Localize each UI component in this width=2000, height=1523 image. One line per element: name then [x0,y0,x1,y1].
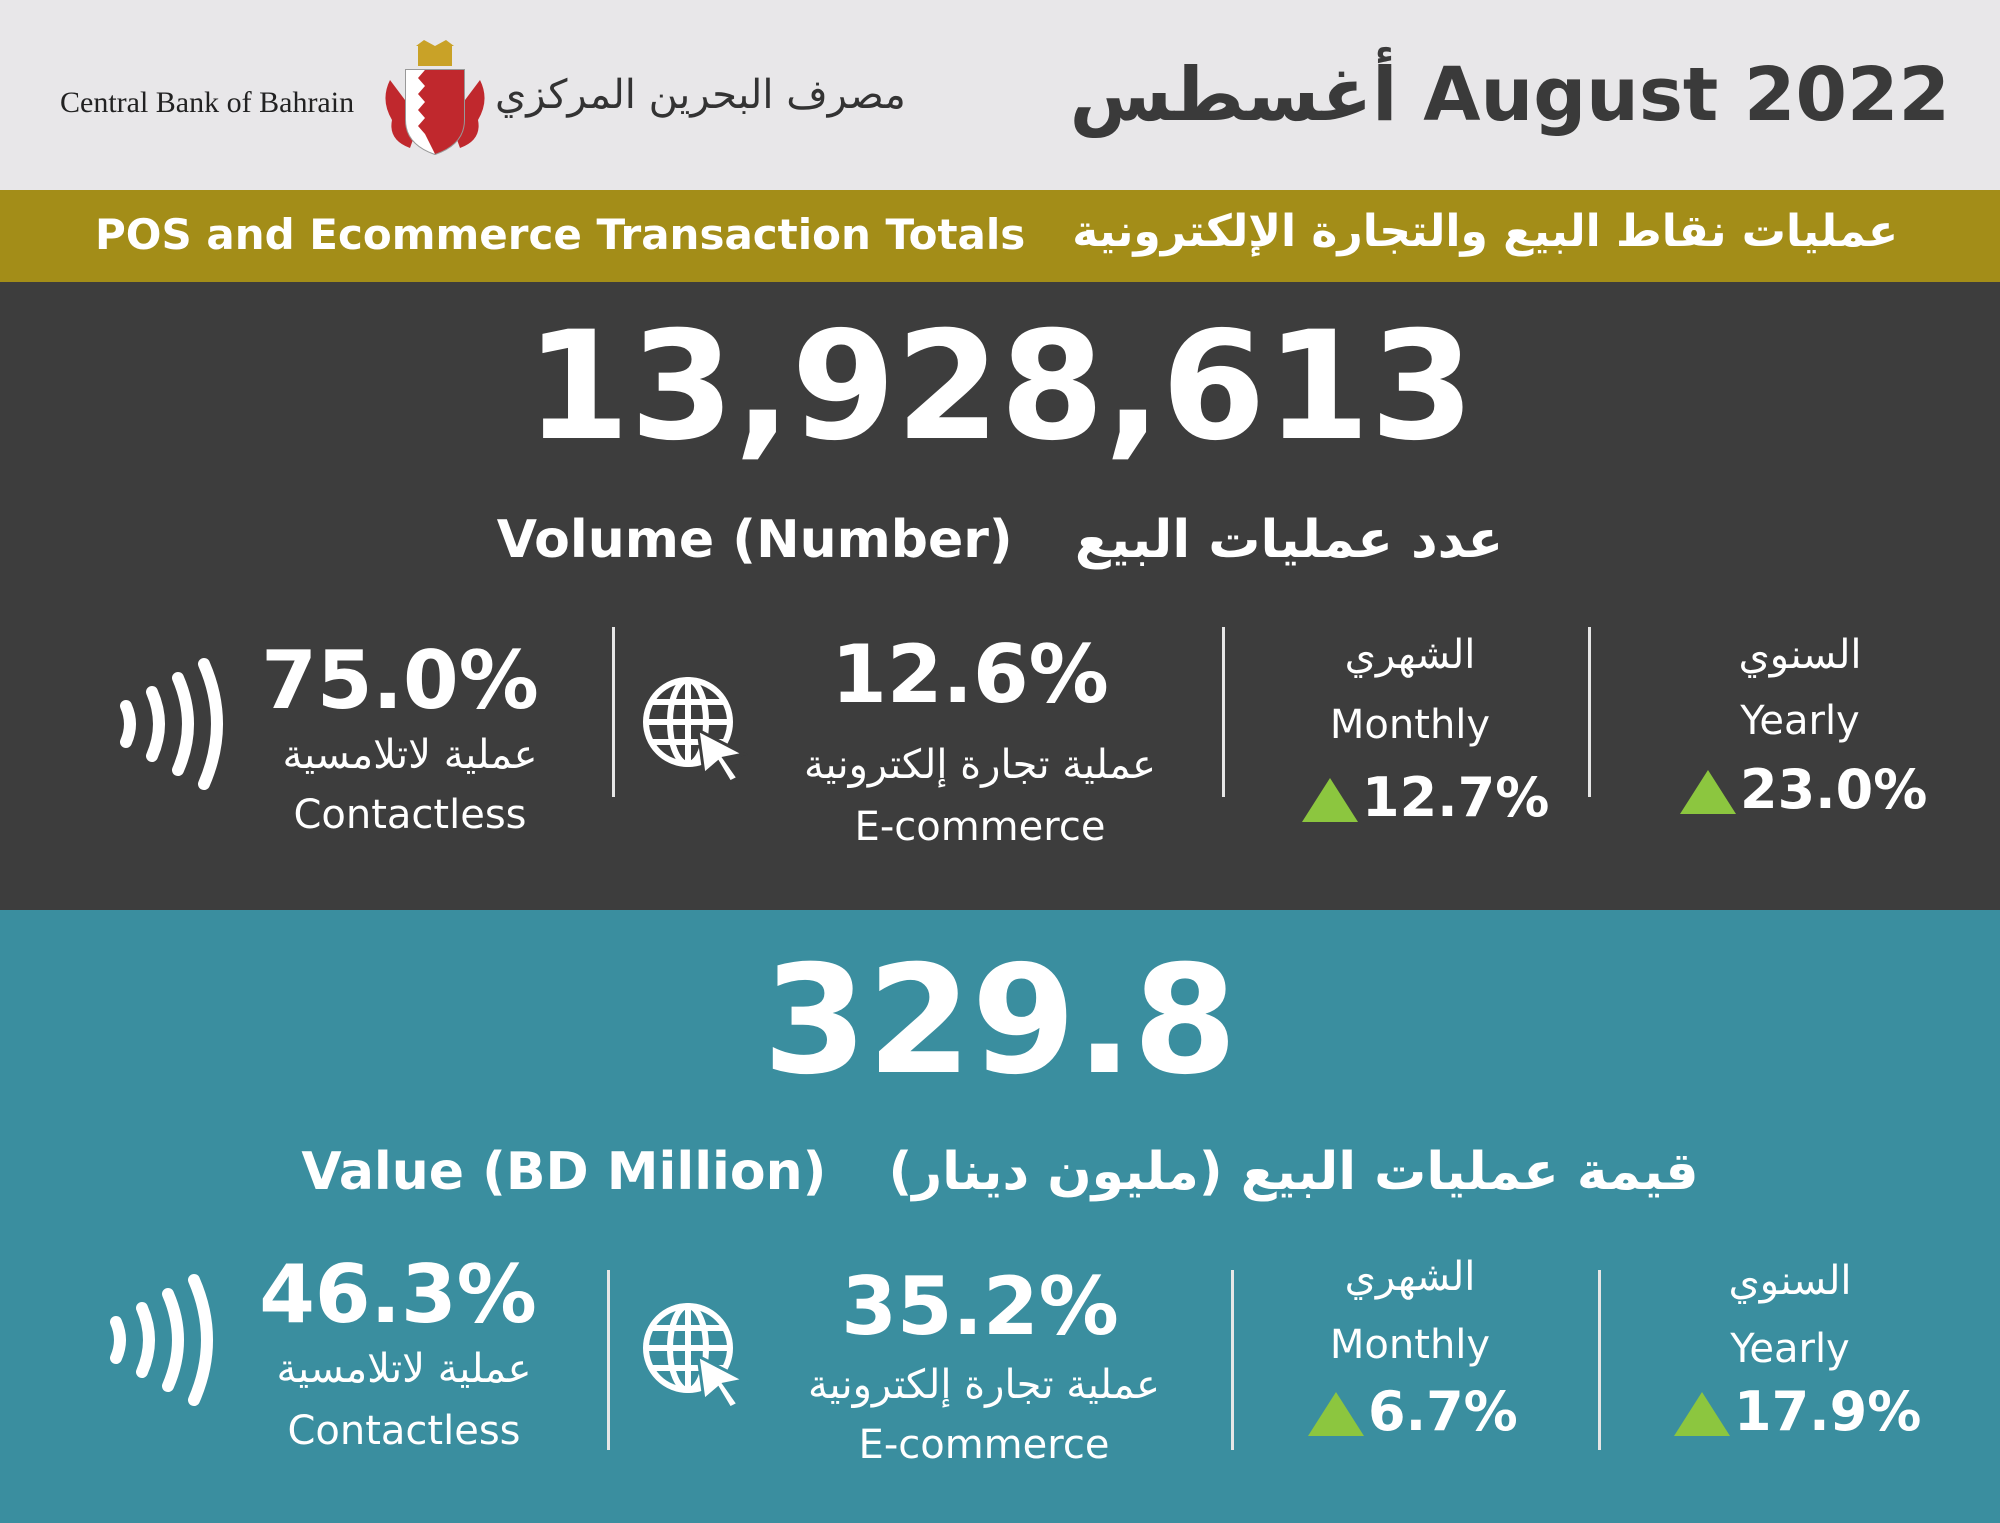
page-title: أغسطس August 2022 [1069,52,1950,138]
volume-monthly-label-ar: الشهري [1344,632,1476,678]
section-band: POS and Ecommerce Transaction Totals عمل… [0,190,2000,282]
volume-contactless-label-en: Contactless [293,792,527,838]
value-yearly-label-en: Yearly [1730,1326,1850,1372]
globe-cursor-icon [643,1303,749,1410]
volume-label-en: Volume (Number) [496,510,1013,570]
value-label: Value (BD Million) قيمة عمليات البيع (مل… [0,1142,2000,1202]
volume-monthly-change: 12.7% [1362,766,1550,829]
volume-yearly-label-en: Yearly [1740,698,1860,744]
up-triangle-icon [1674,1392,1730,1436]
volume-contactless-pct: 75.0% [261,634,539,727]
value-ecommerce-pct: 35.2% [841,1260,1119,1353]
divider [612,627,615,797]
value-yearly-label-ar: السنوي [1728,1258,1852,1304]
up-triangle-icon [1302,778,1358,822]
volume-label: Volume (Number) عدد عمليات البيع [0,510,2000,570]
value-contactless-label-ar: عملية لاتلامسية [276,1346,532,1392]
bank-name-en: Central Bank of Bahrain [60,86,355,119]
value-monthly-change: 6.7% [1368,1380,1518,1443]
divider [1231,1270,1234,1450]
bahrain-emblem-icon [385,40,485,156]
volume-yearly-change: 23.0% [1740,758,1928,821]
divider [1222,627,1225,797]
divider [1598,1270,1601,1450]
divider [1588,627,1591,797]
value-monthly-label-ar: الشهري [1344,1254,1476,1300]
globe-cursor-icon [643,677,749,784]
divider [607,1270,610,1450]
volume-label-ar: عدد عمليات البيع [1074,510,1504,570]
value-yearly-change: 17.9% [1734,1380,1922,1443]
value-section: 329.8 Value (BD Million) قيمة عمليات الب… [0,910,2000,1523]
volume-yearly-label-ar: السنوي [1738,632,1862,678]
value-label-en: Value (BD Million) [301,1142,827,1202]
volume-total: 13,928,613 [525,300,1475,474]
value-ecommerce-label-ar: عملية تجارة إلكترونية [807,1362,1161,1408]
page-header: Central Bank of Bahrain مصرف البحرين الم… [0,0,2000,190]
value-monthly-label-en: Monthly [1329,1322,1491,1368]
volume-section: 13,928,613 Volume (Number) عدد عمليات ال… [0,282,2000,910]
volume-monthly-label-en: Monthly [1329,702,1491,748]
value-contactless-label-en: Contactless [287,1408,521,1454]
contactless-icon [120,658,223,790]
band-title-en: POS and Ecommerce Transaction Totals [95,210,1026,259]
volume-ecommerce-label-en: E-commerce [854,804,1106,850]
value-ecommerce-label-en: E-commerce [858,1422,1110,1468]
up-triangle-icon [1680,770,1736,814]
value-total: 329.8 [762,934,1238,1108]
value-label-ar: قيمة عمليات البيع (مليون دينار) [888,1142,1699,1202]
volume-contactless-label-ar: عملية لاتلامسية [282,732,538,778]
up-triangle-icon [1308,1392,1364,1436]
contactless-icon [110,1274,213,1406]
volume-ecommerce-pct: 12.6% [831,628,1109,721]
band-title-ar: عمليات نقاط البيع والتجارة الإلكترونية [1072,206,1898,257]
volume-ecommerce-label-ar: عملية تجارة إلكترونية [803,742,1157,788]
bank-name-ar: مصرف البحرين المركزي [495,72,906,118]
value-contactless-pct: 46.3% [259,1248,537,1341]
